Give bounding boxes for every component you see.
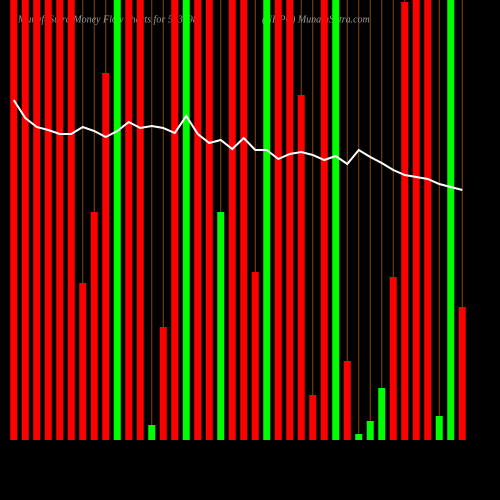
line [12,99,463,191]
bar [113,0,121,440]
bar [251,272,259,440]
bar [274,0,282,440]
bar [447,0,455,440]
chart-title: MunafaSutra Money Flow charts for 533098 [17,14,198,25]
bar [401,2,409,440]
bar [309,395,317,440]
bar [79,283,87,440]
bar [194,0,202,440]
bar [33,0,41,440]
bar [136,0,144,440]
bar [435,416,443,440]
bar [286,0,294,440]
bar [56,0,64,440]
bar [366,421,374,440]
bar [389,277,397,440]
bar [332,0,340,440]
bar [458,307,466,440]
bar [297,95,305,440]
bar [148,425,156,440]
bar [102,73,110,440]
bar [44,0,52,440]
chart-subtitle: (NHPC) MunafaSutra.com [262,14,370,25]
bar [412,0,420,440]
bar [355,434,363,440]
bar [10,0,18,440]
bar [217,212,225,440]
bar [240,0,248,440]
bar [263,0,271,440]
bar [343,361,351,440]
bar [21,0,29,440]
bar [228,0,236,440]
bar [182,0,190,440]
bar [171,0,179,440]
bar [125,0,133,440]
bar [424,0,432,440]
bar [67,0,75,440]
bar [159,327,167,440]
bar [90,212,98,440]
bar [205,0,213,440]
bar [320,0,328,440]
bar [378,388,386,440]
